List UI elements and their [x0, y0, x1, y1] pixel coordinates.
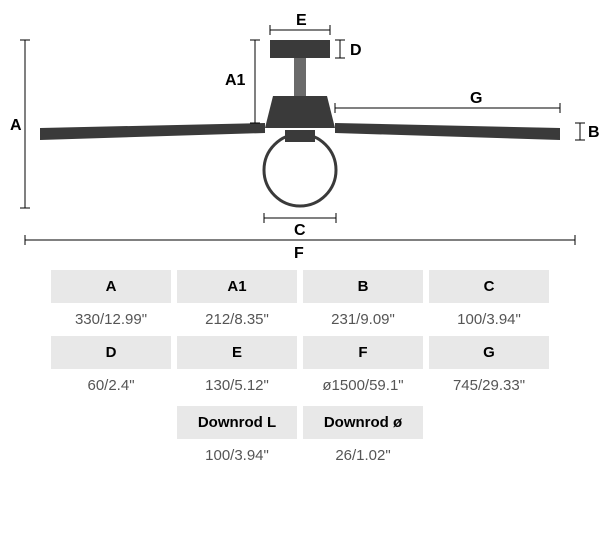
td-A1: 212/8.35" [177, 303, 297, 336]
th-G: G [429, 336, 549, 369]
td-G: 745/29.33" [429, 369, 549, 402]
fan-dimension-diagram: A A1 B C D E F G [0, 0, 600, 260]
light-cap [285, 130, 315, 142]
dimensions-table-2: Downrod L Downrod ø 100/3.94" 26/1.02" [171, 406, 429, 472]
th-E: E [177, 336, 297, 369]
blade-left [40, 123, 265, 140]
th-D: D [51, 336, 171, 369]
td-B: 231/9.09" [303, 303, 423, 336]
dimensions-table-1: A A1 B C 330/12.99" 212/8.35" 231/9.09" … [45, 270, 555, 402]
label-G: G [470, 90, 482, 107]
td-E: 130/5.12" [177, 369, 297, 402]
th-F: F [303, 336, 423, 369]
td-D: 60/2.4" [51, 369, 171, 402]
label-C: C [294, 222, 306, 239]
downrod [294, 58, 306, 96]
th-downrod-l: Downrod L [177, 406, 297, 439]
motor-housing [265, 96, 335, 128]
td-downrod-l: 100/3.94" [177, 439, 297, 472]
dimensions-table-area: A A1 B C 330/12.99" 212/8.35" 231/9.09" … [0, 260, 600, 472]
td-downrod-o: 26/1.02" [303, 439, 423, 472]
td-A: 330/12.99" [51, 303, 171, 336]
td-F: ø1500/59.1" [303, 369, 423, 402]
th-C: C [429, 270, 549, 303]
label-B: B [588, 124, 600, 141]
th-A: A [51, 270, 171, 303]
th-A1: A1 [177, 270, 297, 303]
light-globe [264, 134, 336, 206]
label-A1: A1 [225, 72, 246, 89]
label-E: E [296, 12, 307, 29]
label-A: A [10, 117, 22, 134]
label-D: D [350, 42, 362, 59]
td-C: 100/3.94" [429, 303, 549, 336]
canopy [270, 40, 330, 58]
label-F: F [294, 245, 304, 260]
blade-right [335, 123, 560, 140]
th-B: B [303, 270, 423, 303]
th-downrod-o: Downrod ø [303, 406, 423, 439]
